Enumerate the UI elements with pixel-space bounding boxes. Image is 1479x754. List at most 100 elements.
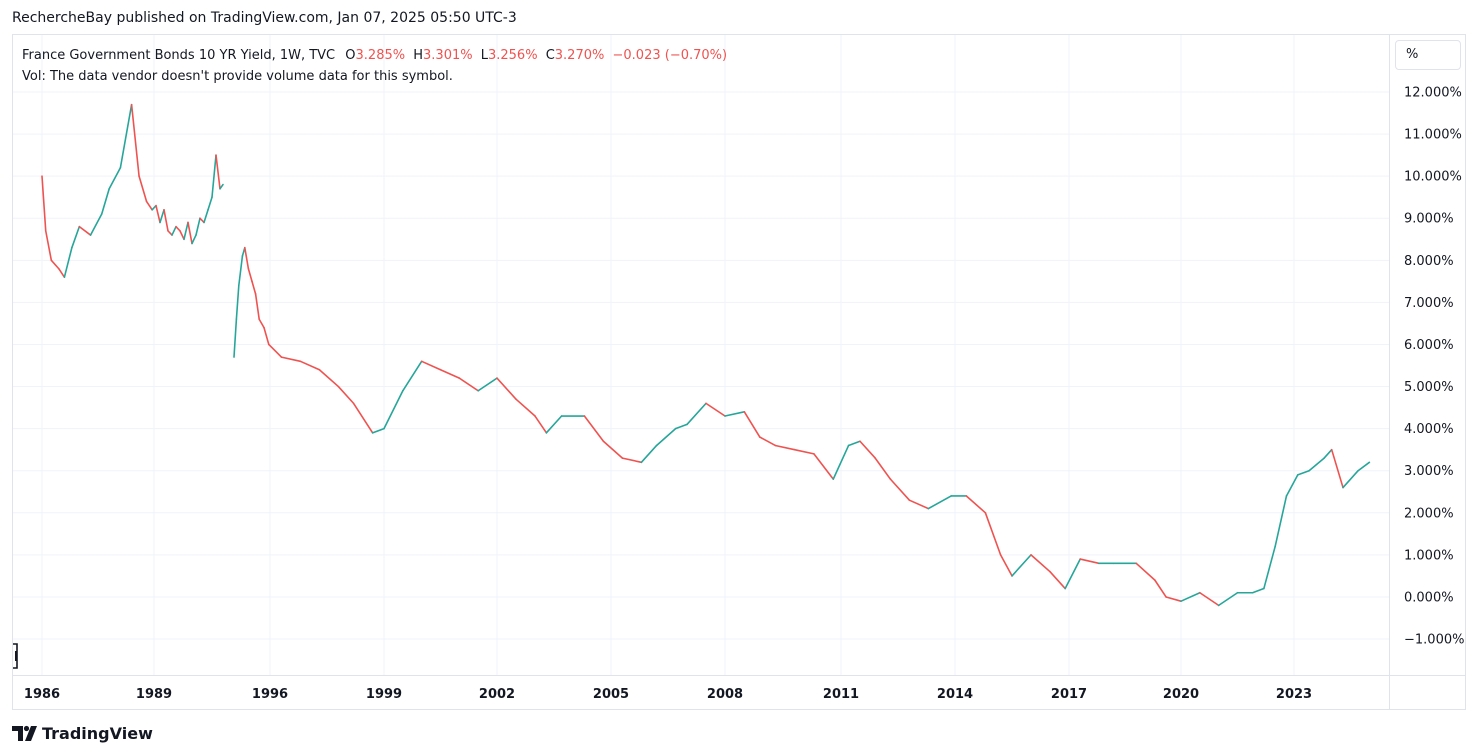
- series-lines: [41, 103, 1371, 607]
- y-tick-label: 2.000%: [1404, 506, 1454, 521]
- series-segment: [965, 495, 987, 514]
- chart-legend: France Government Bonds 10 YR Yield, 1W,…: [22, 45, 727, 87]
- series-segment: [171, 225, 177, 236]
- series-segment: [352, 402, 374, 434]
- series-segment: [1079, 558, 1100, 565]
- series-segment: [1296, 469, 1310, 476]
- y-tick-label: −1.000%: [1404, 633, 1464, 648]
- series-segment: [155, 204, 161, 224]
- series-segment: [233, 318, 238, 358]
- price-axis-separator: [1389, 34, 1390, 710]
- publisher-line: RechercheBay published on TradingView.co…: [12, 10, 517, 26]
- x-tick-label: 2014: [937, 687, 973, 702]
- time-axis-separator: [12, 675, 1466, 676]
- series-segment: [1330, 448, 1344, 489]
- y-tick-label: 5.000%: [1404, 380, 1454, 395]
- series-segment: [247, 267, 253, 283]
- series-segment: [758, 436, 777, 447]
- y-tick-label: 12.000%: [1404, 86, 1462, 101]
- series-segment: [235, 284, 240, 321]
- series-segment: [1135, 562, 1156, 581]
- series-segment: [41, 175, 47, 232]
- tradingview-brand[interactable]: TradingView: [12, 722, 153, 744]
- series-segment: [889, 478, 911, 501]
- unit-button[interactable]: %: [1395, 40, 1461, 70]
- y-tick-label: 6.000%: [1404, 338, 1454, 353]
- x-tick-label: 1989: [136, 687, 172, 702]
- series-segment: [211, 154, 217, 198]
- series-segment: [337, 385, 355, 405]
- series-segment: [655, 427, 677, 447]
- series-segment: [187, 221, 193, 245]
- series-segment: [458, 377, 479, 392]
- series-segment: [145, 200, 153, 211]
- series-segment: [108, 166, 122, 190]
- series-segment: [57, 267, 66, 278]
- x-tick-label: 1999: [366, 687, 402, 702]
- series-segment: [219, 183, 224, 190]
- series-segment: [1342, 469, 1359, 489]
- series-segment: [1011, 554, 1032, 577]
- series-segment: [774, 444, 796, 451]
- y-tick-label: 1.000%: [1404, 548, 1454, 563]
- series-segment: [175, 225, 181, 232]
- y-tick-label: 10.000%: [1404, 170, 1462, 185]
- y-tick-label: 0.000%: [1404, 590, 1454, 605]
- series-segment: [1154, 579, 1167, 598]
- series-segment: [999, 554, 1013, 577]
- series-segment: [515, 398, 536, 417]
- series-segment: [545, 415, 563, 434]
- series-segment: [191, 234, 197, 245]
- series-segment: [119, 103, 133, 169]
- price-axis: 12.000% 11.000% 10.000% 9.000% 8.000% 7.000% 6…: [1404, 86, 1464, 648]
- x-tick-label: 2023: [1276, 687, 1312, 702]
- series-segment: [1165, 596, 1182, 602]
- series-segment: [71, 225, 81, 249]
- series-segment: [78, 225, 92, 236]
- time-axis: 1986 1989 1996 1999 2002 2005 2008 2011 2014 2017…: [24, 687, 1312, 702]
- series-segment: [640, 444, 658, 464]
- series-segment: [215, 154, 221, 190]
- panel-handle-icon[interactable]: [12, 642, 20, 670]
- series-segment: [602, 440, 624, 459]
- legend-high-value: 3.301%: [423, 48, 473, 63]
- y-tick-label: 8.000%: [1404, 254, 1454, 269]
- tradingview-logo-icon: [12, 725, 37, 741]
- series-segment: [420, 360, 442, 371]
- series-segment: [477, 377, 498, 392]
- legend-symbol: France Government Bonds 10 YR Yield, 1W,…: [22, 48, 336, 63]
- y-tick-label: 11.000%: [1404, 128, 1462, 143]
- legend-high-label: H: [413, 48, 424, 63]
- series-segment: [1064, 558, 1081, 590]
- series-segment: [89, 213, 103, 236]
- legend-change: −0.023 (−0.70%): [612, 48, 728, 63]
- series-segment: [1049, 570, 1066, 590]
- series-segment: [195, 217, 201, 236]
- series-segment: [908, 499, 930, 510]
- series-segment: [674, 423, 688, 430]
- series-segment: [371, 427, 385, 434]
- series-segment: [1323, 448, 1333, 459]
- series-segment: [267, 343, 283, 358]
- series-segment: [583, 415, 605, 443]
- series-segment: [100, 187, 110, 215]
- series-segment: [203, 209, 209, 224]
- x-tick-label: 2005: [593, 687, 629, 702]
- series-segment: [258, 318, 265, 329]
- series-segment: [299, 360, 321, 371]
- series-segment: [1308, 457, 1325, 472]
- legend-volume-note: Vol: The data vendor doesn't provide vol…: [22, 69, 453, 84]
- series-segment: [705, 402, 726, 417]
- series-segment: [383, 389, 404, 430]
- series-segment: [254, 293, 261, 321]
- series-segment: [743, 411, 761, 438]
- series-segment: [199, 217, 205, 224]
- brand-name: TradingView: [42, 723, 153, 743]
- series-segment: [793, 448, 815, 455]
- series-segment: [183, 221, 189, 241]
- y-tick-label: 7.000%: [1404, 296, 1454, 311]
- series-segment: [927, 495, 953, 510]
- series-segment: [832, 444, 850, 480]
- series-segment: [318, 368, 340, 388]
